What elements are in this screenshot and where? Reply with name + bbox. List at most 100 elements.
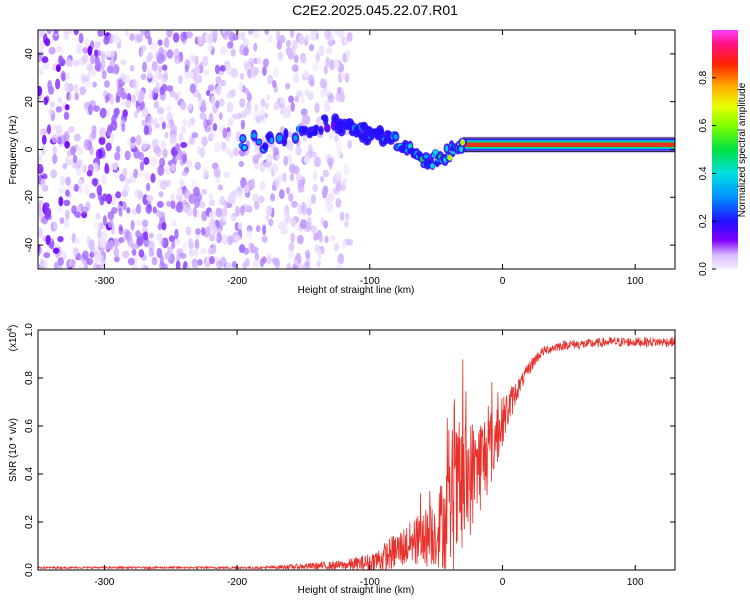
spectrogram-noise-blob xyxy=(219,46,228,56)
spectrogram-ridge-band xyxy=(462,142,675,147)
spectrogram-noise-blob xyxy=(72,154,78,165)
spectrogram-noise-blob xyxy=(98,147,106,158)
spectrogram-noise-blob xyxy=(92,105,100,112)
spectrogram-noise-blob xyxy=(303,69,310,78)
spectrogram-noise-blob xyxy=(260,98,266,108)
spectrogram-noise-blob xyxy=(120,72,126,82)
spectrogram-noise-blob xyxy=(207,246,213,256)
spectrogram-noise-blob xyxy=(319,175,325,183)
snr-x-tick-label: -200 xyxy=(227,577,247,588)
spectrogram-noise-blob xyxy=(43,202,50,209)
spectrogram-noise-blob xyxy=(247,30,254,36)
spectrogram-noise-blob xyxy=(73,133,81,142)
spectrogram-noise-blob xyxy=(179,132,184,143)
snr-scale-close: ) xyxy=(8,325,19,328)
spectrogram-noise-blob xyxy=(322,81,328,92)
spectrogram-ridge-core xyxy=(460,139,466,146)
spectrogram-noise-blob xyxy=(127,257,135,266)
snr-y-ticks: 0.0 0.2 0.4 0.6 0.8 1.0 xyxy=(24,323,675,577)
spectrogram-noise-blob xyxy=(291,200,298,208)
spectrogram-noise-blob xyxy=(120,59,127,66)
spectrogram-ridge-core xyxy=(240,135,246,142)
spectrogram-noise-blob xyxy=(215,100,220,109)
colorbar-tick-label: 0.0 xyxy=(698,262,709,276)
spectrogram-noise-blob xyxy=(330,235,336,242)
spectrogram-noise-blob xyxy=(199,146,206,158)
spectrogram-noise-blob xyxy=(273,147,280,156)
spectrogram-noise-blob xyxy=(175,201,184,213)
spectrogram-noise-blob xyxy=(297,179,305,188)
spectrogram-noise-blob xyxy=(295,145,302,156)
spectrogram-noise-blob xyxy=(144,171,151,181)
spectrogram-noise-blob xyxy=(113,247,120,258)
spectrogram-noise-blob xyxy=(318,45,325,57)
spectrogram-noise-blob xyxy=(148,247,155,258)
spectrogram-noise-blob xyxy=(266,205,273,216)
spectrogram-noise-blob xyxy=(306,216,312,228)
spectrogram-noise-blob xyxy=(273,179,280,189)
spectrogram-noise-blob xyxy=(90,54,95,65)
spectrogram-noise-blob xyxy=(77,178,83,188)
spectrogram-noise-blob xyxy=(208,32,214,45)
spectrogram-noise-blob xyxy=(175,143,181,152)
spectrogram-noise-blob xyxy=(57,235,64,243)
spectrogram-ridge-core xyxy=(331,122,336,128)
spectrogram-noise-blob xyxy=(208,210,216,220)
spectrogram-noise-blob xyxy=(161,121,166,130)
spectrogram-x-label: Height of straight line (km) xyxy=(298,285,415,296)
spectrogram-noise-blob xyxy=(192,263,199,269)
spectrogram-noise-blob xyxy=(48,46,56,55)
spectrogram-noise-blob xyxy=(166,30,173,38)
spectrogram-noise-blob xyxy=(181,125,187,134)
spectrogram-noise-blob xyxy=(155,146,162,157)
spectrogram-noise-blob xyxy=(300,93,305,105)
spectrogram-noise-blob xyxy=(254,201,260,210)
spectrogram-noise-blob xyxy=(280,227,288,235)
spectrogram-noise-blob xyxy=(322,169,330,178)
spectrogram-noise-blob xyxy=(273,66,280,77)
spectrogram-noise-blob xyxy=(313,156,322,168)
spectrogram-noise-blob xyxy=(230,48,236,57)
spectrogram-noise-blob xyxy=(290,30,295,38)
spectrogram-noise-blob xyxy=(207,84,215,92)
spectrogram-noise-blob xyxy=(212,123,218,132)
spectrogram-noise-blob xyxy=(231,67,238,78)
spectrogram-noise-blob xyxy=(233,234,241,242)
spectrogram-noise-blob xyxy=(64,140,70,149)
spectrogram-noise-blob xyxy=(308,148,313,159)
spectrogram-noise-blob xyxy=(166,122,173,130)
spectrogram-noise-blob xyxy=(207,43,214,52)
spectrogram-noise-blob xyxy=(298,33,305,45)
spectrogram-noise-blob xyxy=(156,52,164,64)
colorbar-gradient xyxy=(712,30,738,269)
spectrogram-x-tick-label: 0 xyxy=(500,276,506,287)
spectrogram-noise-blob xyxy=(122,167,128,177)
spectrogram-noise-blob xyxy=(89,192,96,199)
spectrogram-noise-blob xyxy=(106,65,114,74)
spectrogram-noise-blob xyxy=(99,127,107,138)
spectrogram-noise-blob xyxy=(223,170,230,178)
spectrogram-noise-blob xyxy=(169,90,176,98)
spectrogram-noise-blob xyxy=(238,81,244,92)
spectrogram-noise-blob xyxy=(309,78,315,87)
spectrogram-noise-blob xyxy=(288,140,294,152)
spectrogram-noise-blob xyxy=(242,38,249,47)
spectrogram-noise-blob xyxy=(89,145,94,156)
spectrogram-noise-blob xyxy=(310,225,318,234)
spectrogram-noise-blob xyxy=(113,255,120,263)
spectrogram-noise-blob xyxy=(233,147,240,157)
spectrogram-noise-blob xyxy=(65,209,70,221)
snr-scale-prefix: (x10 xyxy=(8,331,19,351)
spectrogram-noise-blob xyxy=(227,90,235,99)
spectrogram-noise-blob xyxy=(48,242,54,249)
snr-y-tick-label: 0.0 xyxy=(24,563,35,577)
spectrogram-ridge-core xyxy=(283,130,288,138)
snr-x-tick-label: 100 xyxy=(627,577,644,588)
spectrogram-noise-blob xyxy=(219,65,227,72)
spectrogram-ridge-core xyxy=(293,135,298,141)
spectrogram-noise-blob xyxy=(82,47,89,54)
spectrogram-noise-blob xyxy=(166,85,174,92)
colorbar-label: Normalized spectral amplitude xyxy=(737,82,748,217)
spectrogram-noise-blob xyxy=(345,50,350,61)
spectrogram-noise-blob xyxy=(282,208,287,219)
